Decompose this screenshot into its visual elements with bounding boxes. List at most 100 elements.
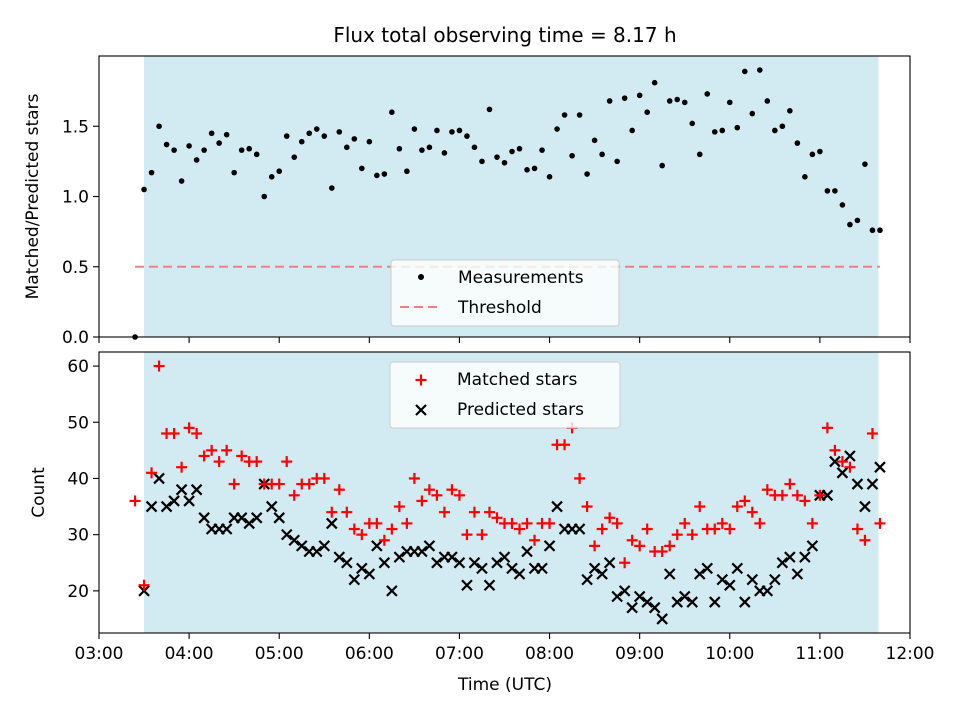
predicted-stars-point xyxy=(378,556,391,569)
matched-stars-point xyxy=(814,489,826,501)
measurement-point xyxy=(253,151,260,158)
measurement-point xyxy=(186,143,192,149)
measurement-point xyxy=(787,107,793,114)
matched-stars-point xyxy=(559,439,571,451)
measurement-point xyxy=(772,127,778,134)
matched-stars-point xyxy=(476,529,488,541)
measurement-point xyxy=(824,188,831,194)
measurement-point xyxy=(246,145,252,152)
predicted-stars-point xyxy=(168,495,180,507)
measurement-point xyxy=(426,144,433,151)
matched-stars-point xyxy=(168,427,180,439)
measurement-point xyxy=(802,174,808,180)
ratio-x-ticks xyxy=(98,337,911,343)
matched-stars-point xyxy=(656,546,668,558)
matched-stars-point xyxy=(829,444,841,456)
matched-stars-point xyxy=(371,517,383,529)
predicted-stars-point xyxy=(671,596,683,608)
x-tick-label: 10:00 xyxy=(705,644,754,664)
measurement-point xyxy=(659,162,665,169)
predicted-stars-point xyxy=(363,568,376,580)
matched-stars-point xyxy=(619,557,631,569)
predicted-stars-point xyxy=(235,512,248,524)
matched-stars-point xyxy=(844,461,856,473)
measurement-point xyxy=(704,91,711,97)
x-tick-label: 05:00 xyxy=(255,644,304,664)
ratio-legend: Measurements Threshold xyxy=(390,259,620,327)
matched-stars-point xyxy=(303,478,315,490)
matched-stars-point xyxy=(251,456,263,468)
matched-stars-point xyxy=(356,529,368,541)
measurement-point xyxy=(839,202,846,208)
count-x-ticks: 03:00 04:00 05:00 06:00 07:00 08:00 09:00 10:00… xyxy=(75,633,935,664)
predicted-stars-point xyxy=(386,585,398,597)
predicted-stars-point xyxy=(521,545,533,558)
measurement-point xyxy=(554,126,560,132)
matched-stars-point xyxy=(806,517,818,529)
predicted-stars-point xyxy=(423,540,436,552)
predicted-stars-point xyxy=(356,562,368,575)
measurement-point xyxy=(193,157,200,163)
legend-measurements-marker xyxy=(418,274,424,280)
matched-stars-point xyxy=(709,523,721,535)
y-tick-label: 20 xyxy=(67,582,89,602)
matched-stars-point xyxy=(288,489,300,501)
predicted-stars-point xyxy=(663,568,676,580)
predicted-stars-point xyxy=(461,579,473,592)
matched-stars-point xyxy=(626,534,638,546)
predicted-stars-point xyxy=(506,562,518,575)
count-y-ticks: 20 30 40 50 60 xyxy=(67,357,99,602)
y-tick-label: 30 xyxy=(67,526,89,546)
measurement-point xyxy=(862,161,868,167)
measurement-point xyxy=(644,109,650,115)
matched-stars-point xyxy=(416,495,428,507)
predicted-stars-point xyxy=(453,556,466,569)
matched-stars-point xyxy=(213,456,225,468)
measurement-point xyxy=(614,158,620,165)
predicted-stars-point xyxy=(476,562,488,575)
predicted-stars-point xyxy=(799,551,811,563)
matched-stars-point xyxy=(521,517,533,529)
predicted-stars-point xyxy=(626,601,638,614)
measurement-point xyxy=(779,123,786,130)
y-tick-label: 0.0 xyxy=(62,328,89,348)
measurement-point xyxy=(156,123,162,130)
matched-stars-point xyxy=(754,517,766,529)
x-tick-label: 12:00 xyxy=(886,644,935,664)
predicted-stars-point xyxy=(371,540,383,552)
measurement-point xyxy=(674,96,681,103)
measurement-point xyxy=(651,79,658,86)
measurement-point xyxy=(636,92,643,99)
predicted-stars-point xyxy=(513,568,526,580)
measurement-point xyxy=(238,147,245,153)
predicted-stars-point xyxy=(348,573,361,586)
predicted-stars-point xyxy=(806,540,819,552)
measurement-point xyxy=(599,151,605,158)
predicted-stars-point xyxy=(175,483,188,496)
predicted-stars-point xyxy=(739,596,751,608)
measurement-point xyxy=(877,227,883,234)
matched-stars-point xyxy=(228,478,240,490)
predicted-stars-point xyxy=(859,500,871,513)
measurement-point xyxy=(854,217,861,224)
measurement-point xyxy=(696,151,703,158)
matched-stars-point xyxy=(431,489,443,501)
matched-stars-point xyxy=(281,456,293,468)
measurement-point xyxy=(201,147,207,153)
predicted-stars-point xyxy=(220,523,233,535)
time-axis-label: Time (UTC) xyxy=(457,675,552,695)
measurement-point xyxy=(711,129,718,135)
legend-matched-label: Matched stars xyxy=(457,370,577,390)
measurement-point xyxy=(223,131,230,138)
predicted-stars-point xyxy=(543,540,556,552)
y-tick-label: 1.5 xyxy=(62,117,89,137)
measurement-point xyxy=(486,106,493,113)
predicted-stars-point xyxy=(333,551,346,563)
measurement-point xyxy=(809,151,816,158)
predicted-stars-point xyxy=(821,489,834,502)
legend-measurements-label: Measurements xyxy=(458,268,584,288)
measurement-point xyxy=(411,126,418,132)
measurement-point xyxy=(163,141,170,148)
matched-stars-point xyxy=(514,523,526,535)
predicted-stars-point xyxy=(431,556,443,569)
